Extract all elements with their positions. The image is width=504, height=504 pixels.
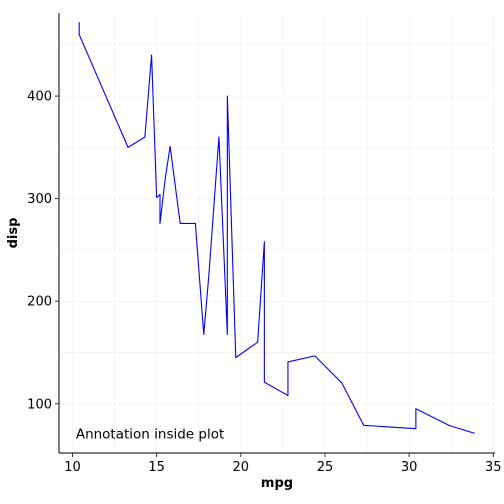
x-tick-label: 35 bbox=[485, 460, 502, 475]
label-layer: 10 15 20 25 30 35 100 200 300 400 bbox=[27, 90, 501, 475]
series-layer bbox=[78, 22, 475, 434]
x-axis-title: mpg bbox=[261, 476, 293, 491]
x-tick-label: 30 bbox=[401, 460, 418, 475]
x-tick-label: 15 bbox=[148, 460, 165, 475]
x-tick-label: 25 bbox=[317, 460, 334, 475]
annotation-text: Annotation inside plot bbox=[76, 427, 224, 443]
y-axis-title: disp bbox=[6, 218, 21, 249]
y-tick-label: 400 bbox=[27, 90, 52, 105]
y-tick-label: 100 bbox=[27, 397, 52, 412]
series-line bbox=[78, 22, 475, 434]
x-tick-label: 20 bbox=[233, 460, 250, 475]
grid-layer bbox=[59, 13, 495, 453]
axis-layer bbox=[55, 13, 495, 457]
x-tick-label: 10 bbox=[64, 460, 81, 475]
y-tick-label: 200 bbox=[27, 295, 52, 310]
y-tick-label: 300 bbox=[27, 192, 52, 207]
